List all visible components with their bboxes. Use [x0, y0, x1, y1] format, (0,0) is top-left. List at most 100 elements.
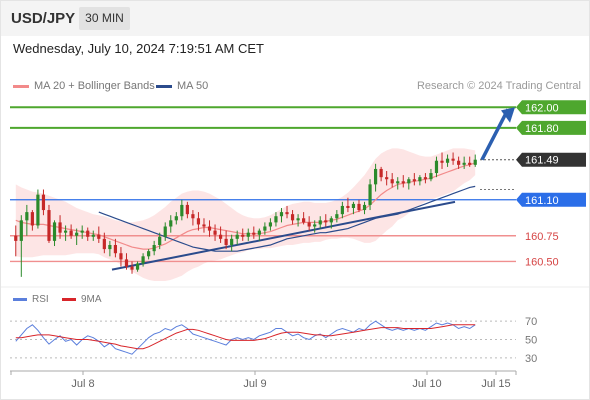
rsi-line: [15, 320, 476, 355]
candle-body: [124, 259, 129, 267]
time-tick-label: Jul 8: [71, 378, 94, 390]
candle-body: [246, 232, 250, 237]
rsi-tick-50: 50: [525, 335, 537, 347]
candle-body: [302, 218, 306, 223]
candle-body: [63, 230, 68, 233]
candle-body: [468, 162, 472, 165]
candle-body: [329, 218, 333, 223]
candle-body: [152, 245, 156, 252]
candle-body: [196, 218, 201, 225]
candle-body: [158, 236, 162, 245]
candle-body: [368, 184, 372, 205]
candle-body: [25, 212, 29, 221]
candle-body: [324, 220, 328, 223]
candle-body: [47, 210, 51, 241]
level-tag-162-00: [516, 100, 586, 115]
timeframe-button[interactable]: 30 MIN: [79, 7, 130, 30]
rsi-ma-line: [15, 324, 476, 350]
candle-body: [434, 160, 439, 174]
candle-body: [241, 234, 245, 237]
candle-body: [462, 162, 466, 165]
symbol-label: USD/JPY: [11, 10, 76, 27]
candle-body: [52, 222, 57, 241]
candle-body: [97, 234, 101, 239]
level-label-162-00: 162.00: [525, 102, 559, 114]
candle-body: [147, 251, 151, 257]
bollinger-band: [15, 148, 476, 281]
candle-body: [80, 230, 84, 233]
candle-body: [91, 234, 95, 237]
candle-body: [75, 232, 79, 236]
datetime-label: Wednesday, July 10, 2024 7:19:51 AM CET: [13, 41, 264, 56]
candle-body: [41, 194, 46, 211]
ma50-line: [98, 185, 476, 252]
rsi-tick-70: 70: [525, 316, 537, 328]
candle-body: [313, 224, 317, 227]
candle-body: [130, 266, 134, 270]
forecast-arrow-shaft: [480, 108, 510, 161]
candle-body: [451, 158, 455, 161]
ma50-label: MA 50: [177, 80, 209, 92]
level-label-161-49: 161.49: [525, 155, 559, 167]
candle-body: [224, 238, 228, 245]
candle-body: [274, 216, 278, 223]
rsi-ma-swatch: [62, 298, 76, 301]
candle-body: [263, 226, 267, 231]
candle-body: [385, 177, 389, 180]
candle-body: [268, 222, 273, 227]
candle-body: [373, 168, 378, 185]
candle-body: [58, 222, 62, 233]
ma20-label: MA 20 + Bollinger Bands: [34, 80, 155, 92]
candle-body: [290, 214, 295, 221]
candle-body: [230, 238, 234, 245]
candle-body: [423, 177, 428, 180]
level-tag-161-10: [516, 192, 586, 207]
candle-body: [346, 205, 350, 208]
level-label-161-80: 161.80: [525, 123, 559, 135]
legend-rsi-ma: 9MA: [62, 294, 102, 305]
rsi-tick-30: 30: [525, 353, 537, 365]
candle-body: [218, 234, 223, 239]
candle-body: [357, 203, 361, 211]
candle-body: [191, 214, 195, 219]
rsi-ma-label: 9MA: [81, 294, 102, 305]
candle-body: [418, 177, 422, 182]
candle-body: [69, 230, 73, 236]
candle-body: [307, 222, 311, 227]
candle-body: [30, 212, 34, 226]
candle-body: [141, 256, 145, 264]
candle-body: [108, 245, 112, 250]
time-tick-label: Jul 10: [412, 378, 441, 390]
candle-body: [252, 232, 256, 235]
candle-body: [318, 220, 322, 225]
forecast-arrow-head: [501, 107, 515, 123]
candle-body: [174, 216, 178, 221]
candle-body: [473, 159, 477, 165]
candle-body: [412, 179, 416, 182]
candle-body: [335, 214, 339, 219]
candle-body: [279, 212, 284, 217]
candle-body: [207, 226, 212, 231]
candle-body: [36, 194, 40, 226]
candle-body: [362, 204, 367, 211]
level-tag-161-49: [516, 152, 586, 167]
ma20-line: [15, 162, 476, 250]
candle-body: [19, 220, 23, 241]
candle-body: [185, 204, 189, 215]
candle-body: [440, 160, 444, 163]
time-tick-label: Jul 15: [481, 378, 510, 390]
candle-body: [202, 224, 206, 227]
candle-body: [340, 205, 344, 215]
candle-body: [102, 238, 106, 250]
candle-body: [396, 181, 400, 184]
candle-body: [445, 158, 450, 163]
candle-body: [86, 230, 90, 237]
candle-body: [257, 230, 261, 235]
candle-body: [285, 212, 289, 215]
ma20-swatch: [13, 84, 29, 88]
legend-ma50: MA 50: [156, 80, 208, 92]
candle-body: [457, 160, 461, 165]
level-label-160-75: 160.75: [525, 231, 559, 243]
credit-label: Research © 2024 Trading Central: [416, 80, 581, 92]
